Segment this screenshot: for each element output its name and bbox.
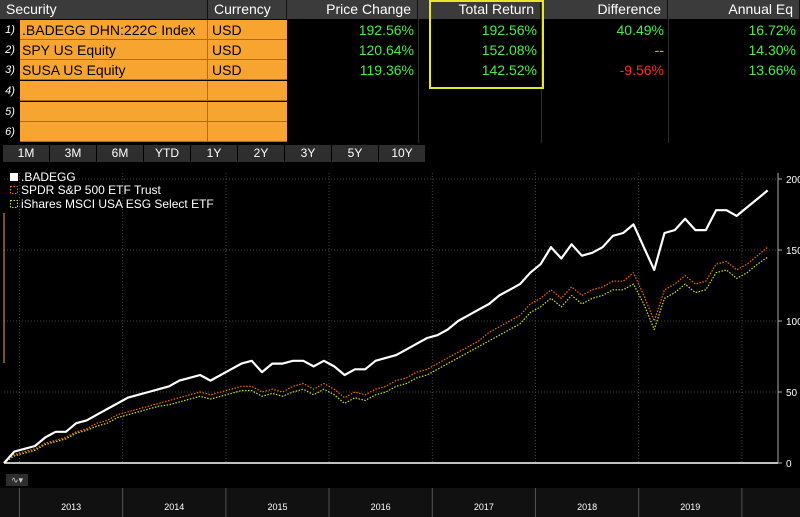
- chart-series: [3, 189, 769, 464]
- range-button-5y[interactable]: 5Y: [332, 145, 378, 162]
- currency-cell[interactable]: [208, 122, 287, 142]
- difference-cell: -9.56%: [619, 62, 664, 78]
- security-cell[interactable]: .BADEGG DHN:222C Index: [20, 20, 208, 40]
- row-number: 2): [5, 44, 15, 56]
- range-button-3m[interactable]: 3M: [50, 145, 96, 162]
- performance-chart[interactable]: 0 50 100 150 200 .BADEGG SPDR S&P 500 ETF Tr…: [0, 163, 800, 473]
- range-selector: 1M 3M 6M YTD 1Y 2Y 3Y 5Y 10Y: [0, 143, 800, 163]
- total-return-cell: 192.56%: [481, 22, 537, 38]
- legend-label: .BADEGG: [21, 170, 76, 184]
- x-tick-label: 2018: [577, 502, 597, 512]
- row-number: 6): [5, 126, 15, 138]
- row-number: 4): [5, 85, 15, 97]
- x-tick-label: 2019: [680, 502, 700, 512]
- legend-item-badegg[interactable]: .BADEGG: [10, 170, 76, 184]
- range-button-ytd[interactable]: YTD: [144, 145, 190, 162]
- y-tick-label: 0: [786, 459, 792, 470]
- range-button-1m[interactable]: 1M: [3, 145, 49, 162]
- x-tick-label: 2014: [164, 502, 184, 512]
- legend-label: SPDR S&P 500 ETF Trust: [21, 183, 161, 197]
- column-divider: [541, 19, 542, 143]
- currency-cell[interactable]: USD: [208, 20, 287, 40]
- total-return-cell: 142.52%: [481, 62, 537, 78]
- y-tick-label: 50: [786, 388, 798, 399]
- legend-swatch: [10, 186, 18, 194]
- x-tick-label: 2015: [267, 502, 287, 512]
- annual-eq-cell: 16.72%: [748, 22, 796, 38]
- annual-eq-cell: 14.30%: [748, 42, 796, 58]
- header-currency[interactable]: Currency: [208, 0, 287, 19]
- chart-legend: .BADEGG SPDR S&P 500 ETF Trust iShares M…: [10, 170, 214, 211]
- row-number: 3): [5, 64, 15, 76]
- x-tick-label: 2017: [474, 502, 494, 512]
- total-return-cell: 152.08%: [481, 42, 537, 58]
- range-button-1y[interactable]: 1Y: [191, 145, 237, 162]
- price-change-cell: 192.56%: [358, 22, 414, 38]
- y-tick-label: 150: [786, 246, 800, 257]
- range-button-6m[interactable]: 6M: [97, 145, 143, 162]
- securities-table: Security Currency Price Change Total Ret…: [0, 0, 800, 143]
- currency-cell[interactable]: USD: [208, 60, 287, 80]
- series-line-badegg: [3, 189, 769, 464]
- x-tick-label: 2016: [371, 502, 391, 512]
- range-button-10y[interactable]: 10Y: [379, 145, 425, 162]
- y-tick-label: 100: [786, 317, 800, 328]
- price-change-cell: 120.64%: [358, 42, 414, 58]
- security-cell[interactable]: SUSA US Equity: [20, 60, 208, 80]
- chart-type-icon[interactable]: ∿▾: [6, 474, 28, 486]
- range-button-3y[interactable]: 3Y: [285, 145, 331, 162]
- header-security[interactable]: Security: [0, 0, 208, 19]
- security-cell[interactable]: [20, 102, 208, 122]
- annual-eq-cell: 13.66%: [748, 62, 796, 78]
- header-price-change[interactable]: Price Change: [287, 0, 418, 19]
- series-line-spy: [3, 246, 769, 464]
- header-difference[interactable]: Difference: [541, 0, 668, 19]
- total-return-highlight-box: [429, 0, 544, 89]
- security-cell[interactable]: [20, 81, 208, 101]
- y-axis: 0 50 100 150 200: [777, 173, 800, 470]
- chart-grid: [4, 173, 778, 464]
- x-tick-label: 2013: [61, 502, 81, 512]
- header-annual-eq[interactable]: Annual Eq: [668, 0, 800, 19]
- y-tick-label: 200: [786, 175, 800, 186]
- range-button-2y[interactable]: 2Y: [238, 145, 284, 162]
- security-cell[interactable]: [20, 122, 208, 142]
- series-line-susa: [3, 256, 769, 464]
- legend-item-spy[interactable]: SPDR S&P 500 ETF Trust: [10, 183, 162, 197]
- x-axis: 2013 2014 2015 2016 2017 2018 2019: [0, 488, 800, 517]
- row-number: 5): [5, 106, 15, 118]
- legend-swatch: [10, 200, 18, 208]
- legend-label: iShares MSCI USA ESG Select ETF: [21, 197, 214, 211]
- security-cell[interactable]: SPY US Equity: [20, 40, 208, 60]
- chart-toolbar: [0, 473, 800, 487]
- legend-swatch: [10, 173, 18, 181]
- currency-cell[interactable]: USD: [208, 40, 287, 60]
- price-change-cell: 119.36%: [359, 62, 414, 78]
- row-number: 1): [5, 24, 15, 36]
- legend-item-susa[interactable]: iShares MSCI USA ESG Select ETF: [10, 197, 214, 211]
- difference-cell: 40.49%: [616, 22, 664, 38]
- difference-cell: --: [654, 42, 664, 58]
- header-total-return[interactable]: Total Return: [418, 0, 541, 19]
- column-divider: [668, 19, 669, 143]
- column-divider: [418, 19, 419, 143]
- currency-cell[interactable]: [208, 81, 287, 101]
- currency-cell[interactable]: [208, 102, 287, 122]
